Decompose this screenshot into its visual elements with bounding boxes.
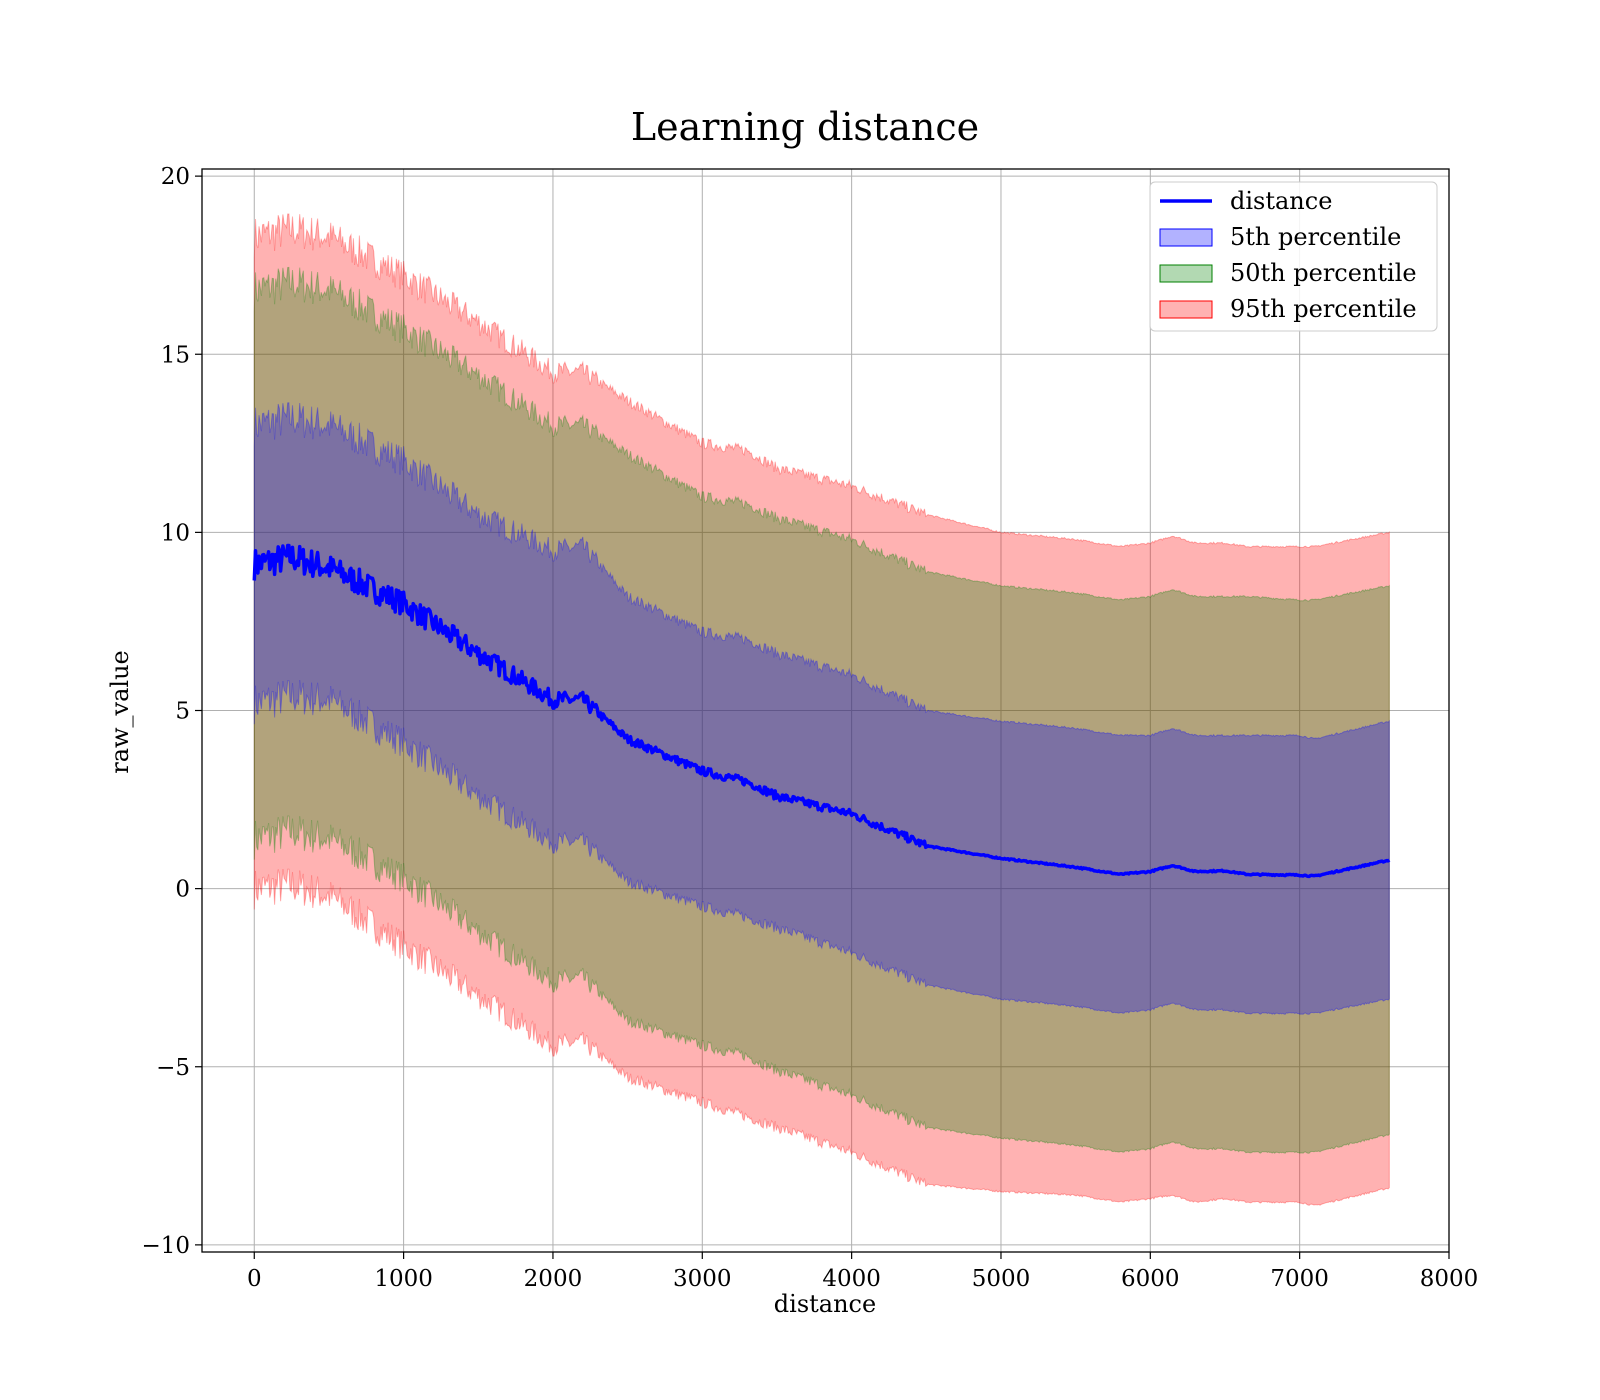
x-axis-label: distance	[774, 1290, 876, 1318]
legend-label-distance: distance	[1230, 187, 1332, 215]
y-tick-label: −5	[156, 1055, 190, 1081]
distance-line	[252, 543, 1391, 879]
chart-legend: distance 5th percentile 50th percentile …	[1149, 181, 1438, 332]
legend-label-95th-percentile: 95th percentile	[1230, 295, 1417, 323]
x-tick-label: 1000	[374, 1266, 433, 1292]
y-axis-label: raw_value	[106, 650, 134, 774]
legend-box	[1149, 181, 1438, 332]
y-tick-label: 10	[161, 520, 190, 546]
x-tick-label: 3000	[673, 1266, 732, 1292]
y-tick-label: 5	[175, 699, 190, 725]
distance-line-layer	[252, 543, 1391, 879]
x-tick-label: 6000	[1121, 1266, 1180, 1292]
y-axis-ticks: −10 −5 0 5 10 15 20	[141, 164, 202, 1259]
y-tick-label: 15	[161, 342, 190, 368]
legend-label-50th-percentile: 50th percentile	[1230, 259, 1417, 287]
y-tick-label: 0	[175, 877, 190, 903]
x-tick-label: 4000	[822, 1266, 881, 1292]
chart-title: Learning distance	[631, 105, 979, 149]
legend-swatch-5th-percentile	[1159, 228, 1213, 247]
band-5th-percentile	[253, 402, 1390, 1015]
grid-lines	[202, 169, 1450, 1252]
legend-label-5th-percentile: 5th percentile	[1230, 223, 1401, 251]
x-tick-label: 5000	[972, 1266, 1031, 1292]
band-95th-percentile	[253, 213, 1390, 1206]
y-tick-label: −10	[141, 1233, 190, 1259]
band-50th-percentile	[253, 266, 1390, 1154]
x-tick-label: 0	[247, 1266, 262, 1292]
percentile-bands	[253, 213, 1390, 1206]
x-axis-ticks: 0 1000 2000 3000 4000 5000 6000 7000 8000	[247, 1252, 1478, 1292]
x-tick-label: 7000	[1270, 1266, 1329, 1292]
legend-swatch-50th-percentile	[1159, 264, 1213, 283]
x-tick-label: 2000	[524, 1266, 583, 1292]
x-tick-label: 8000	[1420, 1266, 1479, 1292]
y-tick-label: 20	[161, 164, 190, 190]
legend-swatch-95th-percentile	[1159, 300, 1213, 319]
